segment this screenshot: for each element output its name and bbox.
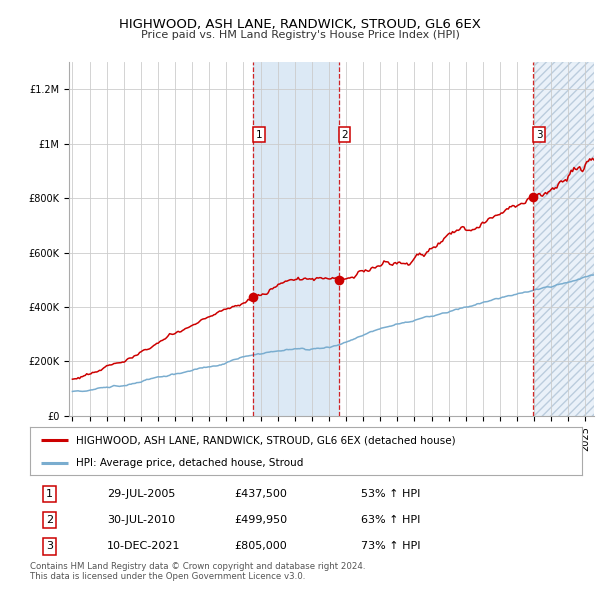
Text: 30-JUL-2010: 30-JUL-2010 [107,515,175,525]
Text: This data is licensed under the Open Government Licence v3.0.: This data is licensed under the Open Gov… [30,572,305,581]
Bar [534,62,594,416]
Text: £437,500: £437,500 [234,489,287,499]
Text: 53% ↑ HPI: 53% ↑ HPI [361,489,421,499]
Text: HIGHWOOD, ASH LANE, RANDWICK, STROUD, GL6 6EX: HIGHWOOD, ASH LANE, RANDWICK, STROUD, GL… [119,18,481,31]
Bar [534,62,594,416]
Text: 1: 1 [256,130,262,139]
Text: 10-DEC-2021: 10-DEC-2021 [107,542,181,552]
Text: 63% ↑ HPI: 63% ↑ HPI [361,515,421,525]
Text: 1: 1 [46,489,53,499]
Text: 2: 2 [46,515,53,525]
Text: HPI: Average price, detached house, Stroud: HPI: Average price, detached house, Stro… [76,458,303,468]
Text: Price paid vs. HM Land Registry's House Price Index (HPI): Price paid vs. HM Land Registry's House … [140,30,460,40]
Text: 3: 3 [46,542,53,552]
Bar [253,62,338,416]
Text: 3: 3 [536,130,542,139]
Text: 2: 2 [341,130,348,139]
Text: 73% ↑ HPI: 73% ↑ HPI [361,542,421,552]
Text: 29-JUL-2005: 29-JUL-2005 [107,489,176,499]
Text: £499,950: £499,950 [234,515,287,525]
Text: Contains HM Land Registry data © Crown copyright and database right 2024.: Contains HM Land Registry data © Crown c… [30,562,365,571]
Text: £805,000: £805,000 [234,542,287,552]
Text: HIGHWOOD, ASH LANE, RANDWICK, STROUD, GL6 6EX (detached house): HIGHWOOD, ASH LANE, RANDWICK, STROUD, GL… [76,435,455,445]
